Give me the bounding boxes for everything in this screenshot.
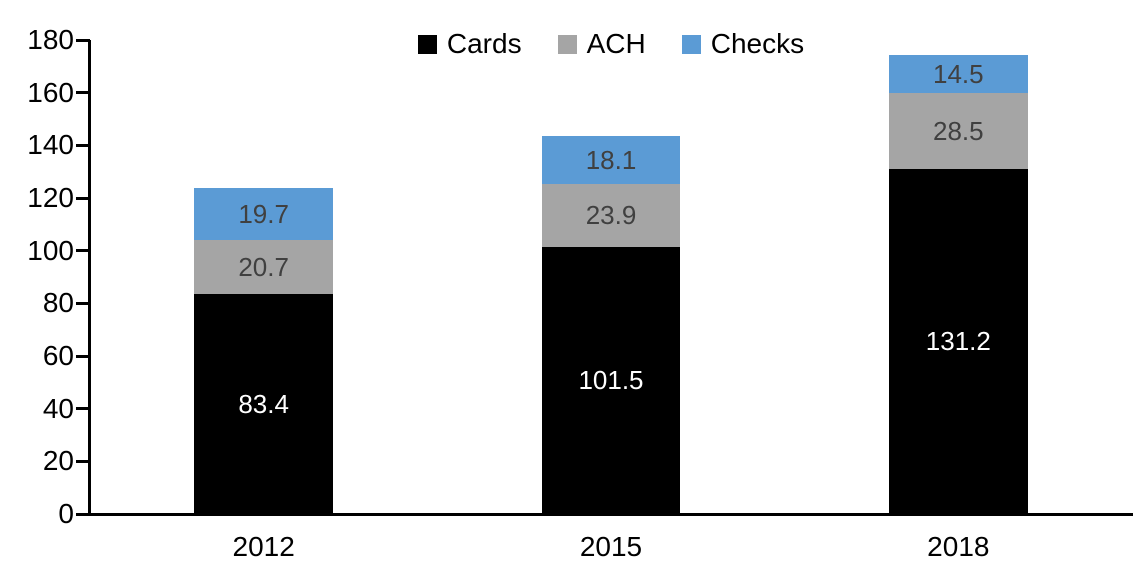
y-axis-tick (76, 354, 90, 358)
bar-segment-checks-2012 (194, 187, 334, 240)
y-axis-tick-label: 160 (27, 76, 74, 108)
y-axis-tick-label: 40 (42, 392, 74, 424)
chart-legend: Cards ACH Checks (90, 30, 1132, 58)
y-axis-tick (76, 196, 90, 200)
bar-segment-ach-2015 (541, 183, 681, 247)
y-axis-tick (76, 301, 90, 305)
legend-swatch-cards (417, 34, 437, 54)
legend-label: Cards (446, 28, 522, 59)
y-axis-tick (76, 38, 90, 42)
segment-value-label: 19.7 (238, 198, 289, 229)
y-axis-tick-label: 120 (27, 182, 74, 213)
y-axis-tick (76, 459, 90, 463)
y-axis-tick (76, 249, 90, 253)
y-axis-tick-label: 20 (42, 445, 74, 477)
legend-item-cards: Cards (417, 28, 522, 59)
x-axis-category-label: 2012 (232, 531, 295, 562)
segment-value-label: 83.4 (238, 389, 289, 420)
bar-segment-cards-2018 (888, 168, 1028, 514)
y-axis-tick (76, 143, 90, 147)
y-axis-tick-label: 100 (27, 234, 74, 266)
segment-value-label: 28.5 (933, 115, 984, 146)
y-axis-tick (76, 407, 90, 411)
bar-segment-cards-2015 (541, 246, 681, 514)
segment-value-label: 101.5 (578, 365, 644, 396)
y-axis-line (88, 40, 91, 516)
legend-label: ACH (586, 28, 646, 59)
legend-item-checks: Checks (681, 28, 805, 59)
legend-swatch-ach (557, 34, 577, 54)
y-axis-tick-label: 80 (42, 287, 74, 319)
y-axis-tick-label: 60 (42, 340, 74, 371)
x-axis-category-label: 2018 (927, 531, 990, 562)
x-axis-line (88, 513, 1133, 516)
x-axis-category-label: 2015 (579, 531, 643, 562)
y-axis-tick-label: 180 (27, 24, 74, 55)
bar-segment-cards-2012 (194, 294, 334, 514)
y-axis-tick-label: 140 (27, 129, 74, 161)
legend-item-ach: ACH (557, 28, 646, 59)
legend-label: Checks (710, 28, 805, 59)
y-axis-tick (76, 91, 90, 95)
bar-segment-checks-2018 (888, 55, 1028, 94)
bar-segment-checks-2015 (541, 136, 681, 184)
legend-swatch-checks (681, 34, 701, 54)
segment-value-label: 23.9 (585, 200, 637, 231)
y-axis-tick-label: 0 (58, 498, 74, 529)
segment-value-label: 18.1 (585, 144, 637, 175)
y-axis-tick (76, 512, 90, 516)
bar-segment-ach-2012 (194, 239, 334, 295)
segment-value-label: 20.7 (238, 252, 289, 283)
segment-value-label: 14.5 (933, 59, 984, 90)
bar-segment-ach-2018 (888, 93, 1028, 169)
segment-value-label: 131.2 (925, 326, 991, 357)
